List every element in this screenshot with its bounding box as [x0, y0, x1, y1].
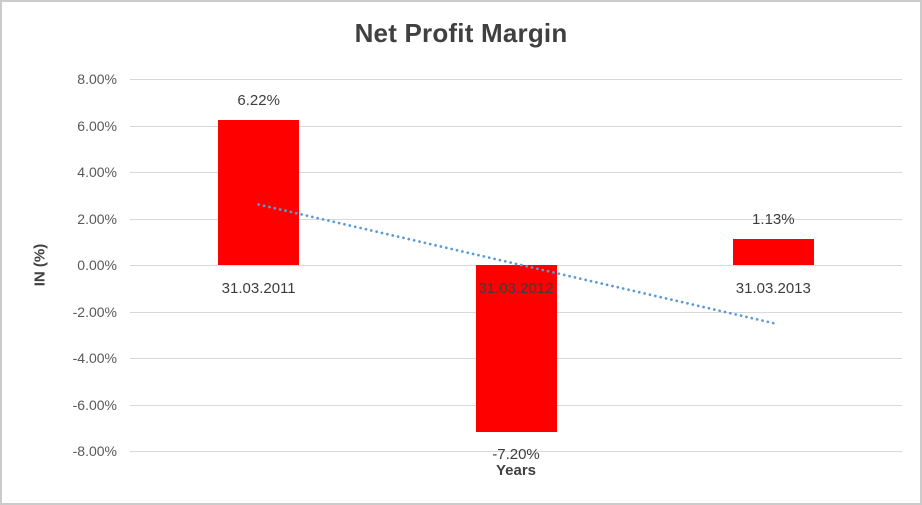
y-axis-tick-label: 6.00%: [77, 117, 117, 134]
y-axis-tick-label: 0.00%: [77, 257, 117, 273]
y-axis-tick-label: 2.00%: [77, 210, 117, 227]
x-axis-title: Years: [495, 462, 537, 479]
gridline: [130, 79, 902, 80]
data-label: 6.22%: [237, 92, 280, 110]
data-label: 1.13%: [752, 210, 795, 228]
y-axis-tick-label: -6.00%: [72, 396, 117, 413]
x-axis-category-label: 31.03.2012: [478, 280, 554, 297]
bar: [218, 120, 300, 265]
data-label: -7.20%: [492, 446, 540, 464]
y-axis-tick-label: -4.00%: [72, 350, 117, 366]
x-axis-category-label: 31.03.2011: [221, 280, 296, 297]
bar: [732, 238, 814, 265]
y-axis-tick-label: 4.00%: [77, 164, 117, 180]
y-axis-tick-label: -2.00%: [72, 303, 117, 320]
y-axis-tick-label: -8.00%: [72, 443, 117, 459]
gridline: [130, 125, 902, 127]
y-axis-title: IN (%): [31, 243, 49, 287]
gridline: [130, 451, 902, 452]
y-axis-tick-label: 8.00%: [77, 71, 117, 87]
gridline: [130, 172, 902, 173]
chart-title: Net Profit Margin: [354, 18, 568, 48]
x-axis-category-label: 31.03.2013: [735, 280, 811, 297]
